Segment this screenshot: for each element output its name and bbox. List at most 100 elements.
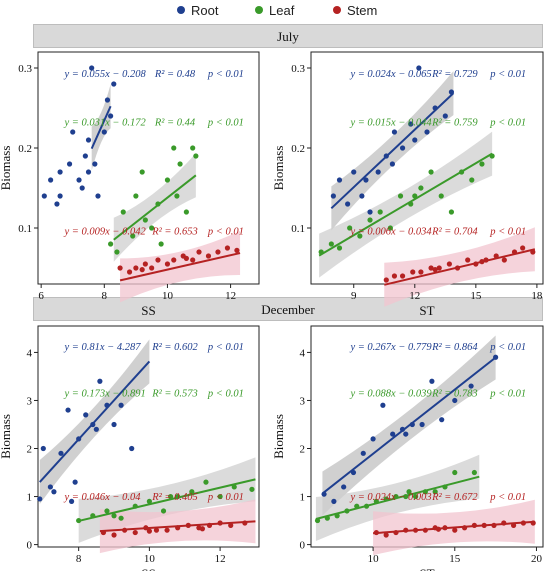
point-leaf xyxy=(177,161,183,167)
x-tick-label: 10 xyxy=(162,290,174,302)
chart-panel-4: y = 0.267x − 0.779 R² = 0.864 p < 0.01 y = … xyxy=(271,325,544,571)
point-leaf xyxy=(231,484,237,490)
point-leaf xyxy=(408,201,414,207)
r-squared-label-root: R² = 0.602 xyxy=(151,342,198,353)
point-root xyxy=(85,137,92,143)
fit-equation-stem: y = 0.006x − 0.034 xyxy=(349,227,432,238)
point-root xyxy=(40,445,46,452)
point-root xyxy=(375,169,381,175)
point-leaf xyxy=(114,249,120,255)
point-leaf xyxy=(183,209,189,215)
r-squared-label-stem: R² = 0.405 xyxy=(151,492,198,503)
fit-line-root xyxy=(90,105,112,150)
y-tick-label: 4 xyxy=(300,347,306,359)
point-leaf xyxy=(217,493,223,500)
point-root xyxy=(54,201,60,207)
point-leaf xyxy=(383,496,389,502)
point-stem xyxy=(132,529,138,536)
x-tick-label: 6 xyxy=(38,290,44,302)
point-root xyxy=(57,193,63,199)
point-leaf xyxy=(442,484,448,490)
fit-line-stem xyxy=(119,252,241,282)
point-root xyxy=(37,496,43,502)
point-stem xyxy=(436,265,442,271)
point-leaf xyxy=(471,469,477,476)
point-leaf xyxy=(90,513,96,519)
point-stem xyxy=(199,526,206,532)
point-root xyxy=(85,169,92,175)
x-axis-title: ST xyxy=(419,566,434,571)
point-stem xyxy=(393,529,399,536)
x-tick-label: 8 xyxy=(102,290,108,302)
point-leaf xyxy=(448,209,455,215)
y-tick-label: 0.3 xyxy=(18,63,32,75)
point-leaf xyxy=(164,177,171,183)
point-leaf xyxy=(458,169,465,175)
point-leaf xyxy=(344,508,350,514)
point-root xyxy=(409,421,415,428)
point-root xyxy=(424,129,430,135)
point-stem xyxy=(391,273,398,279)
point-root xyxy=(118,402,124,408)
y-tick-label: 0.1 xyxy=(291,223,305,235)
fit-equation-root: y = 0.267x − 0.779 xyxy=(349,342,432,353)
fit-line-leaf xyxy=(113,174,197,241)
chart-panel-3: y = 0.81x − 4.287 R² = 0.602 p < 0.01 y = 0… xyxy=(0,325,260,571)
point-root xyxy=(350,469,357,476)
point-stem xyxy=(117,265,123,271)
point-leaf xyxy=(118,515,124,521)
point-stem xyxy=(149,265,155,271)
point-root xyxy=(108,113,114,119)
point-leaf xyxy=(108,241,114,247)
point-stem xyxy=(164,527,170,533)
point-stem xyxy=(122,527,128,533)
point-leaf xyxy=(412,193,418,199)
leaf-marker-icon xyxy=(255,6,263,14)
point-root xyxy=(359,193,365,199)
fit-line-root xyxy=(330,92,455,210)
fit-line-root xyxy=(321,356,497,495)
point-stem xyxy=(454,265,461,271)
x-tick-label: 10 xyxy=(368,553,380,565)
point-stem xyxy=(465,257,471,263)
p-value-label-stem: p < 0.01 xyxy=(207,492,244,503)
point-root xyxy=(468,383,474,389)
point-leaf xyxy=(189,489,195,495)
point-leaf xyxy=(324,515,330,521)
point-leaf xyxy=(418,185,424,191)
fit-equation-stem: y = 0.024x − 0.003 xyxy=(349,492,431,503)
point-root xyxy=(93,426,99,432)
legend-item-stem: Stem xyxy=(333,3,377,18)
point-leaf xyxy=(403,493,409,500)
point-root xyxy=(399,426,406,432)
x-tick-label: 15 xyxy=(449,553,461,565)
point-leaf xyxy=(428,169,434,175)
point-stem xyxy=(183,255,189,261)
point-stem xyxy=(530,520,536,526)
point-leaf xyxy=(397,193,404,199)
point-stem xyxy=(520,520,526,526)
point-leaf xyxy=(174,193,180,199)
x-tick-label: 20 xyxy=(531,553,543,565)
point-stem xyxy=(483,257,489,263)
point-leaf xyxy=(393,493,399,500)
y-axis-title: Biomass xyxy=(271,414,286,459)
r-squared-label-root: R² = 0.729 xyxy=(431,69,478,80)
point-stem xyxy=(471,522,477,528)
point-root xyxy=(83,412,89,418)
point-leaf xyxy=(357,233,363,239)
r-squared-label-leaf: R² = 0.573 xyxy=(151,388,198,399)
point-root xyxy=(321,491,327,497)
point-root xyxy=(90,421,96,428)
point-stem xyxy=(373,529,379,536)
y-axis-title: Biomass xyxy=(271,146,286,191)
point-root xyxy=(429,378,435,384)
point-root xyxy=(70,129,76,135)
legend-label-root: Root xyxy=(191,3,219,18)
point-leaf xyxy=(377,209,383,215)
x-axis-title: SS xyxy=(141,566,155,571)
r-squared-label-stem: R² = 0.653 xyxy=(151,227,198,238)
p-value-label-stem: p < 0.01 xyxy=(489,227,526,238)
point-leaf xyxy=(363,503,370,509)
point-stem xyxy=(143,525,149,531)
